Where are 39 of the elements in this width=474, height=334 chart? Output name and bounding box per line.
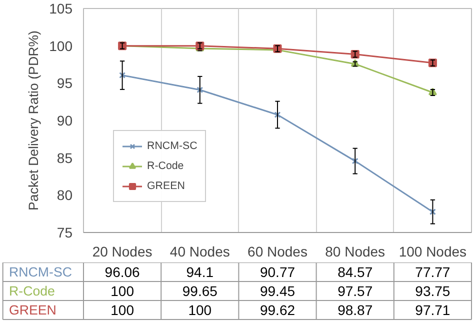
y-tick-label: 95 [56, 75, 73, 92]
text: GREEN [9, 302, 56, 318]
data-label: 100 [110, 283, 134, 299]
y-tick-label: 80 [56, 187, 73, 204]
y-axis-title: Packet Delivery Ratio (PDR%) [26, 30, 42, 210]
data-label: 100 [188, 302, 212, 318]
legend-label: R-Code [147, 159, 184, 173]
point [429, 208, 436, 216]
point [196, 86, 204, 94]
x-tick-label: 20 Nodes [92, 244, 152, 260]
data-label: 98.87 [338, 302, 373, 318]
y-tick-label: 75 [56, 224, 73, 240]
y-tick-label: 85 [56, 150, 73, 166]
x-tick-label: 40 Nodes [170, 244, 230, 260]
data-label: 99.62 [260, 302, 296, 318]
data-label: 99.65 [182, 283, 218, 299]
point [274, 112, 281, 118]
data-label: 97.57 [338, 283, 373, 299]
point [119, 72, 126, 78]
data-label: 90.77 [260, 264, 296, 280]
text: RNCM-SC [9, 264, 72, 280]
legend-label: RNCM-SC [147, 139, 198, 153]
y-tick-label: 100 [49, 38, 73, 54]
data-label: 77.77 [415, 264, 450, 280]
data-label: 84.57 [338, 264, 373, 280]
data-label: 93.75 [415, 283, 450, 299]
text: R-Code [9, 284, 55, 298]
data-label: 100 [110, 302, 134, 318]
point [352, 158, 358, 164]
y-tick-label: 105 [49, 0, 73, 16]
data-label: 96.06 [104, 264, 140, 280]
data-label: 99.45 [260, 283, 296, 299]
x-tick-label: 60 Nodes [248, 244, 308, 260]
x-tick-label: 100 Nodes [398, 244, 467, 260]
y-tick-label: 90 [56, 112, 73, 128]
data-label: 94.1 [186, 264, 214, 280]
legend-label: GREEN [147, 179, 185, 193]
data-label: 97.71 [415, 302, 450, 318]
x-tick-label: 80 Nodes [325, 244, 386, 260]
